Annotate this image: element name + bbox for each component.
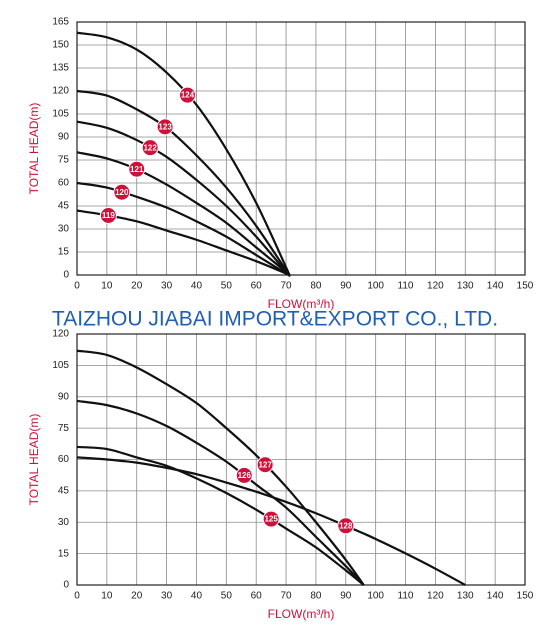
x-axis-title: FLOW(m³/h) xyxy=(268,297,335,311)
curve-name: 126 xyxy=(238,471,252,480)
x-tick-label: 110 xyxy=(398,281,414,292)
curve-badge xyxy=(235,466,253,484)
x-tick-label: 50 xyxy=(221,591,233,602)
curve-name: 128 xyxy=(339,521,353,530)
curve xyxy=(76,349,365,586)
y-tick-label: 105 xyxy=(52,109,69,120)
y-tick-label: 45 xyxy=(58,486,70,497)
y-tick-label: 75 xyxy=(58,155,70,166)
x-tick-label: 110 xyxy=(398,591,414,602)
curve-badge xyxy=(256,456,274,474)
y-tick-label: 135 xyxy=(52,63,69,74)
curve-badge xyxy=(99,207,117,225)
x-tick-label: 100 xyxy=(367,281,384,292)
curve-name: 121 xyxy=(130,165,144,174)
curve-badge xyxy=(337,517,355,535)
x-tick-label: 10 xyxy=(101,591,113,602)
x-tick-label: 40 xyxy=(191,281,203,292)
y-tick-label: 30 xyxy=(58,224,70,235)
x-tick-label: 130 xyxy=(457,591,474,602)
curve xyxy=(76,399,365,586)
x-tick-label: 80 xyxy=(310,281,322,292)
y-tick-label: 120 xyxy=(52,86,69,97)
y-tick-label: 105 xyxy=(52,360,69,371)
y-tick-label: 15 xyxy=(58,548,70,559)
chart: 0 10 20 30 40 50 60 70 80 90 100 110 120 130 140 150 0 15… xyxy=(27,17,534,312)
curve-name: 125 xyxy=(264,515,278,524)
x-tick-label: 90 xyxy=(340,591,352,602)
curve-name: 122 xyxy=(143,143,157,152)
curve-badge xyxy=(113,183,131,201)
x-tick-label: 150 xyxy=(517,591,534,602)
y-tick-label: 0 xyxy=(63,270,69,281)
curve-badge xyxy=(262,510,280,528)
x-axis-title: FLOW(m³/h) xyxy=(268,607,335,621)
curve xyxy=(76,31,291,277)
watermark: TAIZHOU JIABAI IMPORT&EXPORT CO., LTD. xyxy=(52,308,498,331)
curve-name: 119 xyxy=(102,211,115,220)
x-tick-label: 140 xyxy=(487,281,504,292)
y-tick-label: 150 xyxy=(52,40,69,51)
curve-name: 123 xyxy=(158,122,172,131)
curve-badge xyxy=(156,118,174,136)
x-tick-label: 70 xyxy=(281,281,293,292)
x-tick-label: 10 xyxy=(101,281,113,292)
x-tick-label: 0 xyxy=(74,591,80,602)
x-tick-label: 30 xyxy=(161,591,173,602)
curve xyxy=(76,120,291,277)
x-tick-label: 120 xyxy=(427,591,444,602)
curve xyxy=(76,456,466,586)
x-tick-label: 40 xyxy=(191,591,203,602)
curve xyxy=(76,89,291,277)
x-tick-label: 50 xyxy=(221,281,233,292)
x-tick-label: 140 xyxy=(487,591,504,602)
x-tick-label: 30 xyxy=(161,281,173,292)
y-tick-label: 75 xyxy=(58,423,70,434)
x-tick-label: 80 xyxy=(310,591,322,602)
plot-frame xyxy=(76,333,526,586)
y-tick-label: 15 xyxy=(58,247,70,258)
curve-badge xyxy=(141,139,159,157)
x-tick-label: 120 xyxy=(427,281,444,292)
curve xyxy=(76,445,365,586)
curve-badge xyxy=(128,160,146,178)
y-tick-label: 60 xyxy=(58,178,70,189)
x-tick-label: 150 xyxy=(517,281,534,292)
curve-name: 124 xyxy=(181,91,195,100)
curve xyxy=(76,151,291,277)
x-tick-label: 0 xyxy=(74,281,80,292)
x-tick-label: 60 xyxy=(251,591,263,602)
y-axis-title: TOTAL HEAD(m) xyxy=(27,414,41,506)
y-tick-label: 90 xyxy=(58,391,70,402)
chart: 0 10 20 30 40 50 60 70 80 90 100 110 120 130 140 150 0 15… xyxy=(27,329,534,622)
y-tick-label: 0 xyxy=(63,580,69,591)
curve-badge xyxy=(179,86,197,104)
y-tick-label: 45 xyxy=(58,201,70,212)
y-tick-label: 60 xyxy=(58,454,70,465)
x-tick-label: 130 xyxy=(457,281,474,292)
curve-name: 127 xyxy=(258,460,272,469)
x-tick-label: 60 xyxy=(251,281,263,292)
y-tick-label: 90 xyxy=(58,132,70,143)
x-tick-label: 100 xyxy=(367,591,384,602)
curve-name: 120 xyxy=(115,188,129,197)
x-tick-label: 90 xyxy=(340,281,352,292)
y-axis-title: TOTAL HEAD(m) xyxy=(27,103,41,195)
y-tick-label: 165 xyxy=(52,17,69,28)
y-tick-label: 120 xyxy=(52,329,69,340)
x-tick-label: 20 xyxy=(131,281,143,292)
x-tick-label: 70 xyxy=(281,591,293,602)
y-tick-label: 30 xyxy=(58,517,70,528)
plot-frame xyxy=(76,21,526,276)
x-tick-label: 20 xyxy=(131,591,143,602)
